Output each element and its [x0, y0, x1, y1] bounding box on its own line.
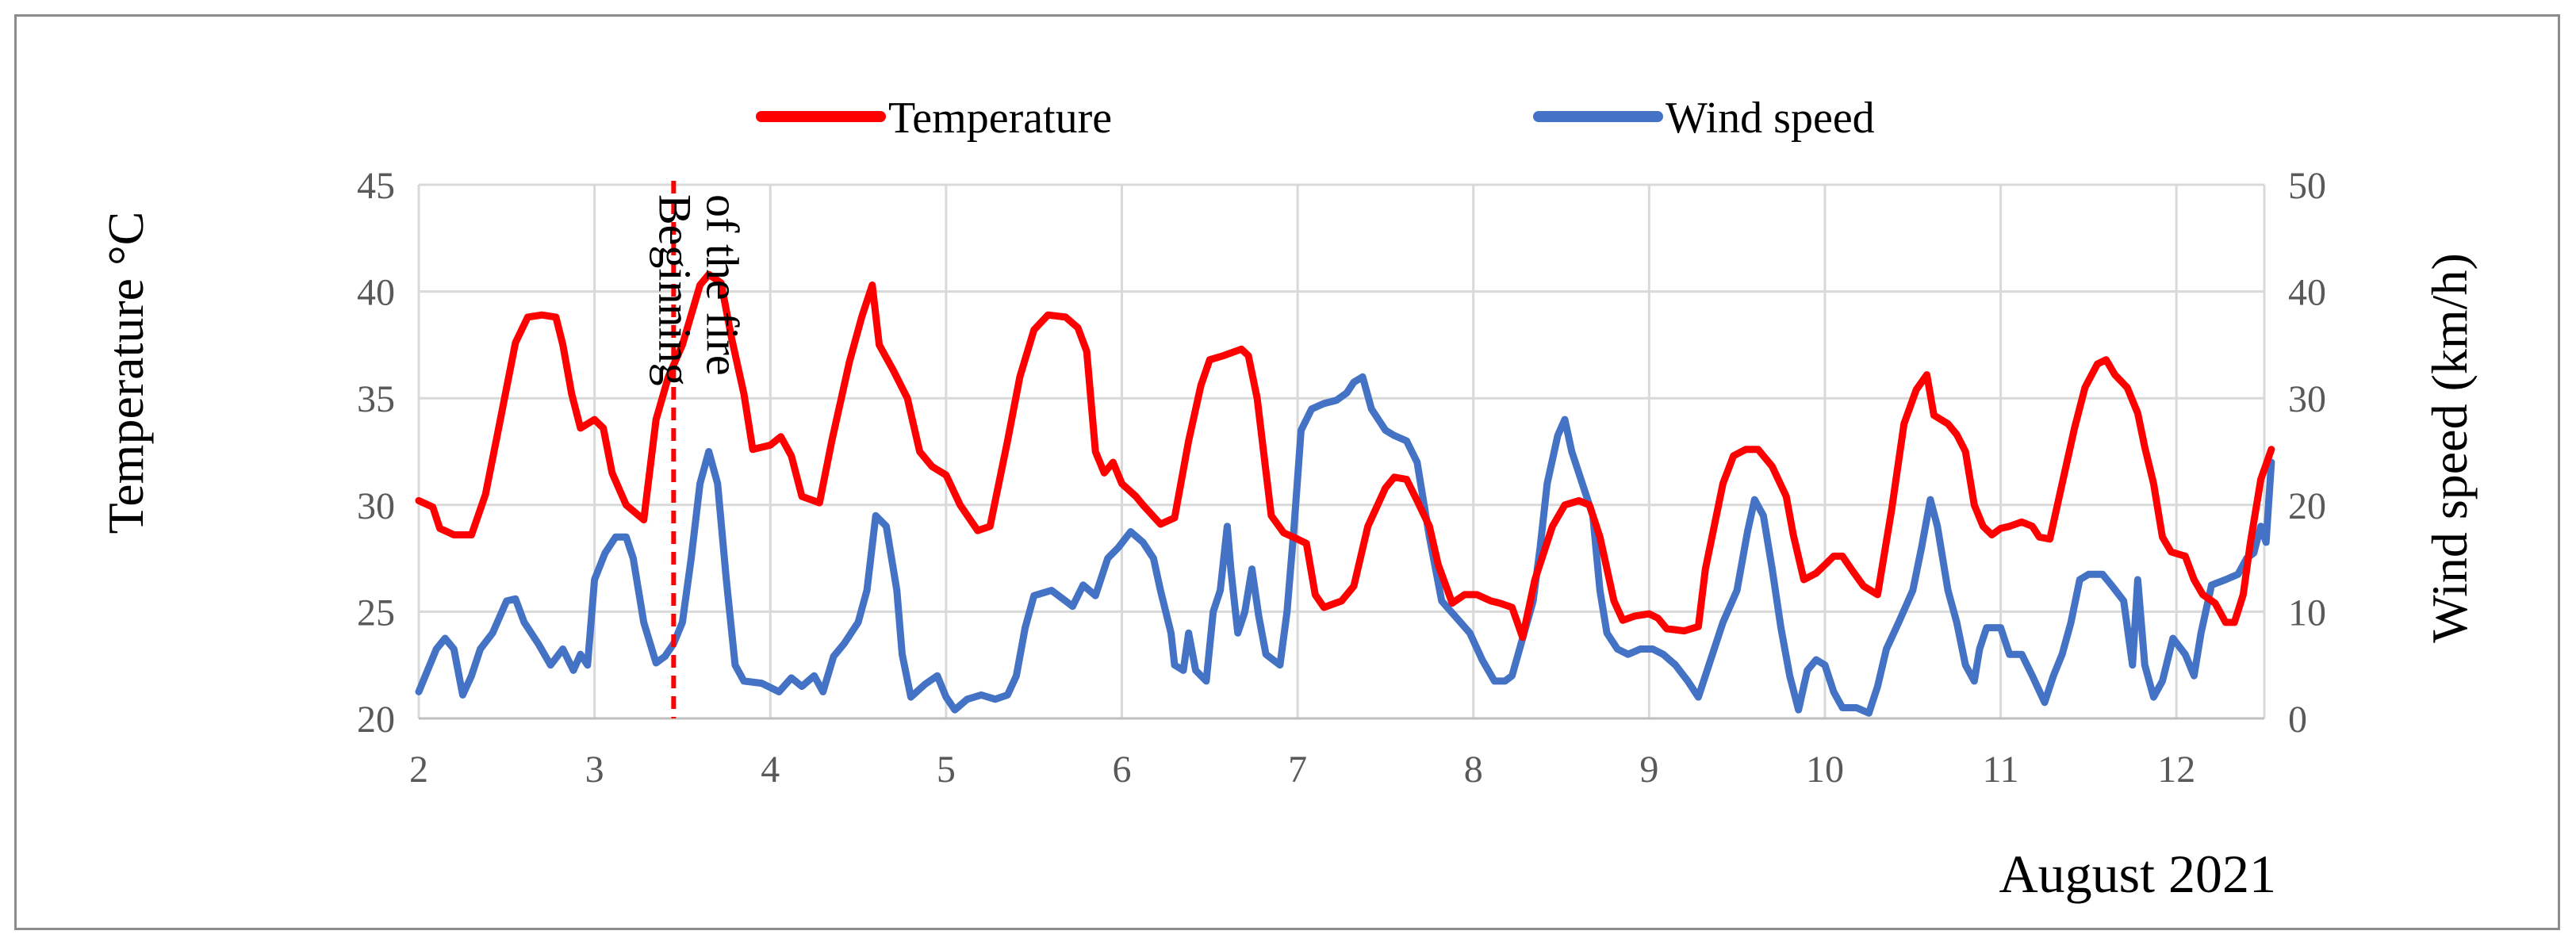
series-lines [415, 270, 2275, 717]
x-tick-label: 9 [1639, 749, 1658, 791]
right-tick-label: 10 [2288, 592, 2326, 634]
x-tick-label: 7 [1288, 749, 1307, 791]
chart-frame [14, 14, 2560, 930]
right-tick-label: 40 [2288, 272, 2326, 314]
legend-label-wind-speed: Wind speed [1666, 94, 1875, 143]
annotation-line-1: Beginning [649, 194, 700, 386]
left-axis-tick-labels: 20 25 30 35 40 45 [357, 165, 395, 741]
right-axis-title: Wind speed (km/h) [2421, 253, 2478, 643]
x-tick-label: 11 [1982, 749, 2018, 791]
x-tick-label: 5 [937, 749, 956, 791]
left-tick-label: 20 [357, 699, 395, 741]
x-tick-label: 6 [1112, 749, 1131, 791]
left-tick-label: 40 [357, 272, 395, 314]
left-tick-label: 35 [357, 378, 395, 420]
x-tick-label: 12 [2157, 749, 2195, 791]
x-axis-title: August 2021 [1999, 844, 2276, 904]
annotation-line-2: of the fire [696, 194, 748, 376]
x-tick-label: 3 [585, 749, 604, 791]
left-tick-label: 25 [357, 592, 395, 634]
left-tick-label: 45 [357, 165, 395, 207]
right-tick-label: 0 [2288, 699, 2307, 741]
series-line-temperature [415, 270, 2275, 642]
series-line-wind-speed [415, 373, 2275, 717]
left-axis-title: Temperature °C [98, 212, 154, 534]
right-tick-label: 30 [2288, 378, 2326, 420]
x-tick-label: 10 [1806, 749, 1844, 791]
x-axis-tick-labels: 2 3 4 5 6 7 8 9 10 11 12 [409, 749, 2195, 791]
right-tick-label: 50 [2288, 165, 2326, 207]
x-tick-label: 2 [409, 749, 428, 791]
right-axis-tick-labels: 0 10 20 30 40 50 [2288, 165, 2326, 741]
x-tick-label: 8 [1464, 749, 1483, 791]
legend-label-temperature: Temperature [888, 94, 1112, 143]
x-tick-label: 4 [761, 749, 780, 791]
legend: Temperature Wind speed [756, 94, 1875, 143]
left-tick-label: 30 [357, 485, 395, 527]
right-tick-label: 20 [2288, 485, 2326, 527]
